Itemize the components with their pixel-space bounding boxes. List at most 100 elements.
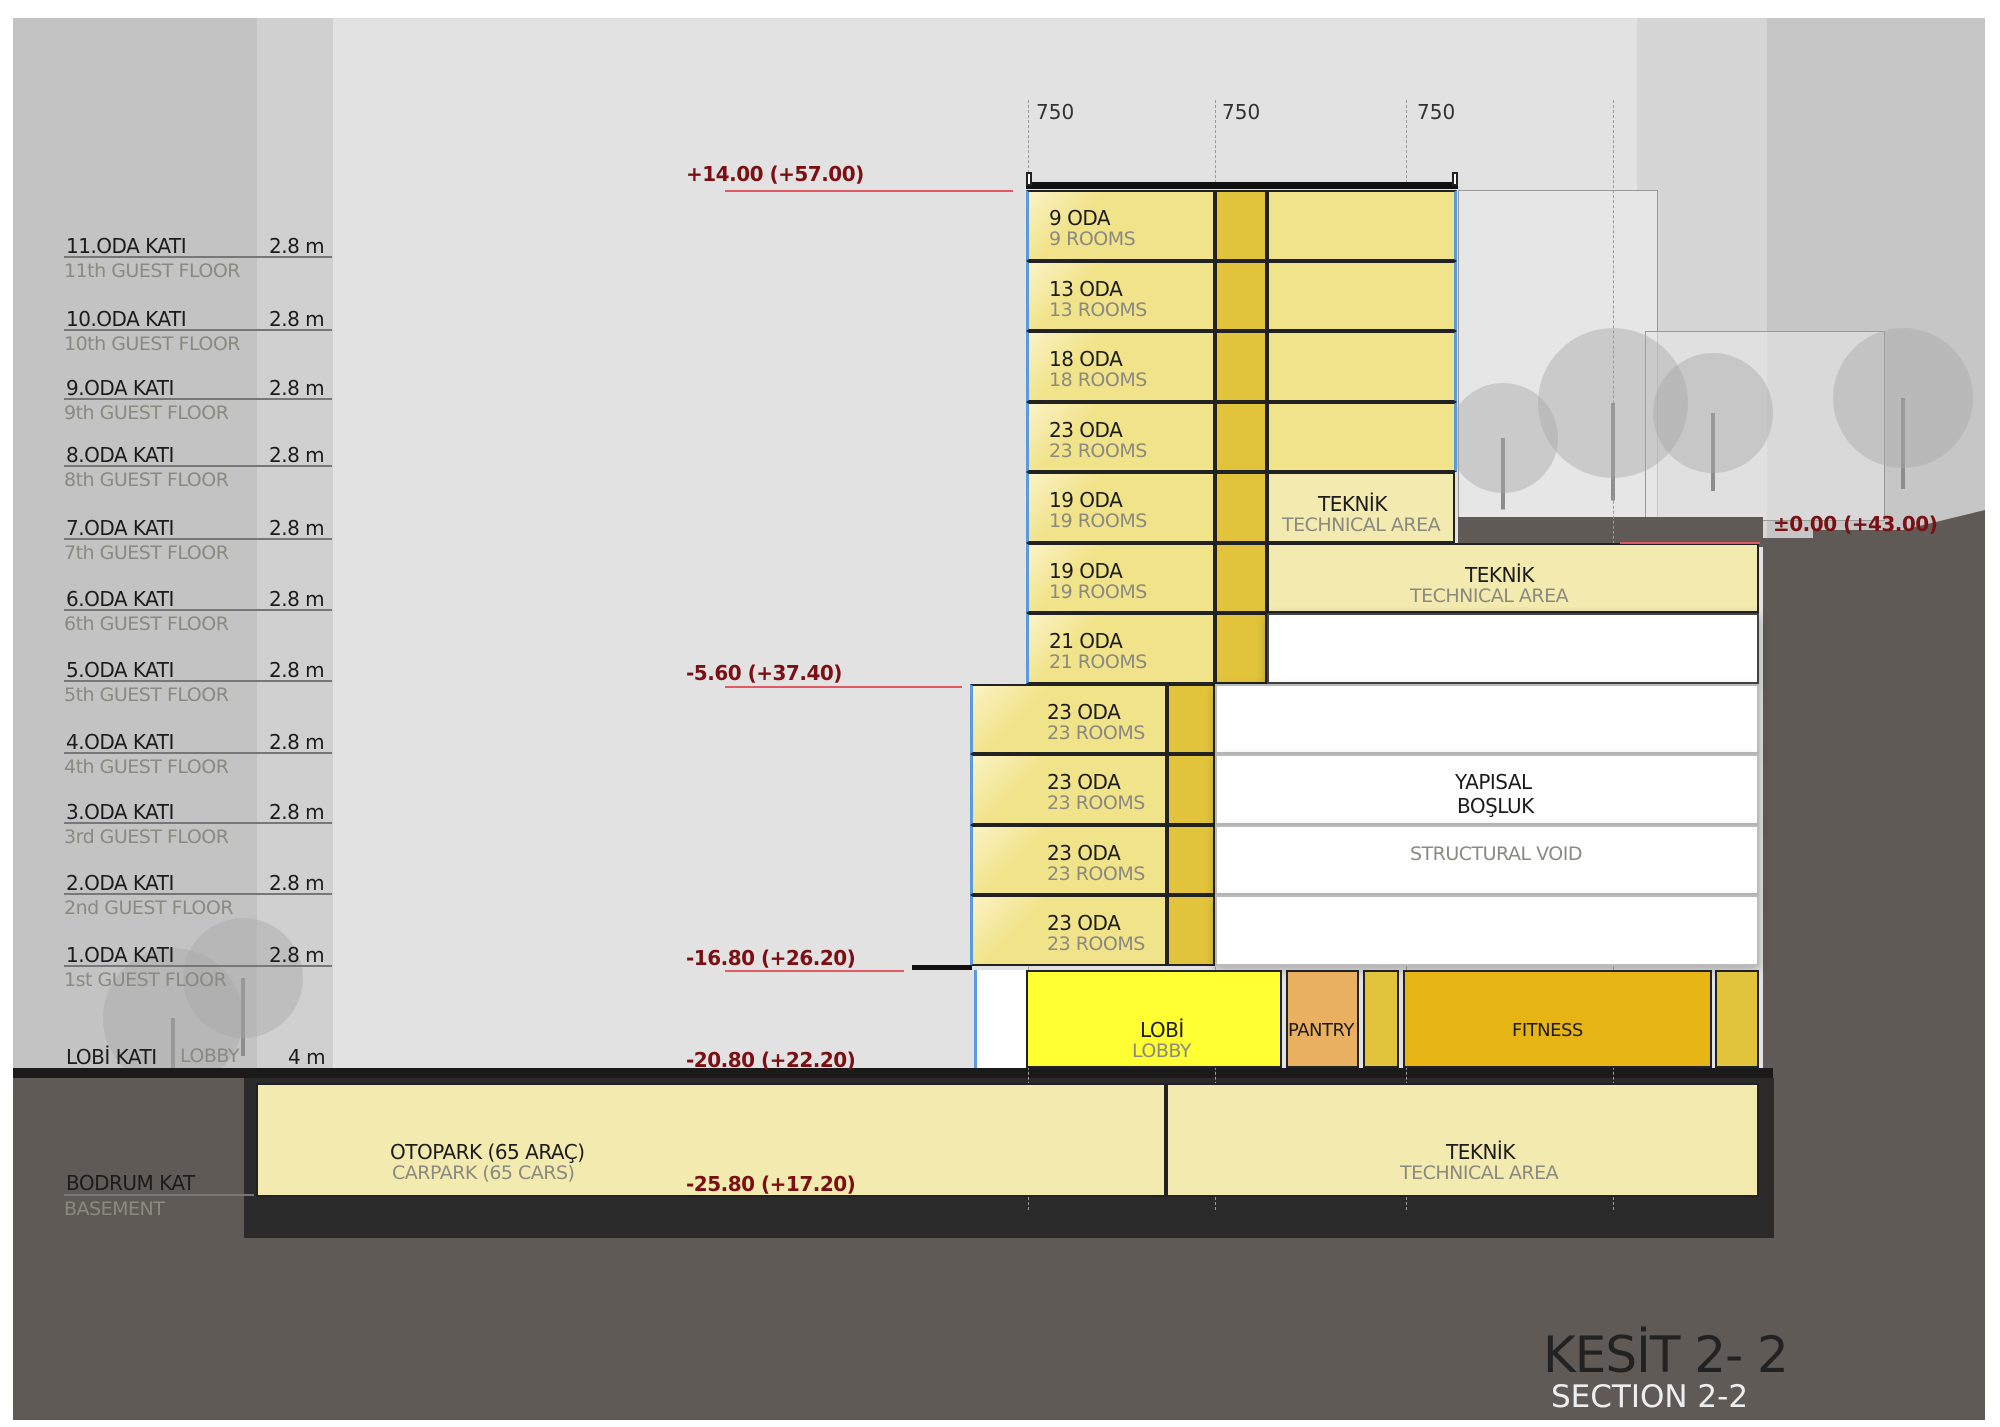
elevation-line	[725, 190, 1013, 192]
core	[1215, 260, 1267, 331]
room-count-tr: 21 ODA	[1049, 629, 1123, 653]
floor-height: 2.8 m	[269, 800, 325, 824]
core	[1167, 824, 1215, 895]
floor-label-line	[64, 752, 332, 754]
void-label-tr2: BOŞLUK	[1457, 794, 1534, 818]
room-block-rear	[1267, 331, 1457, 402]
room-count-tr: 19 ODA	[1049, 558, 1123, 583]
tree-canopy	[1653, 353, 1773, 473]
basement-level-tr: BODRUM KAT	[66, 1171, 195, 1195]
floor-label-line	[64, 465, 332, 467]
carpark-en: CARPARK (65 CARS)	[392, 1162, 575, 1184]
floor-label-en: 2nd GUEST FLOOR	[64, 897, 234, 919]
core	[1215, 331, 1267, 402]
basement-level-en: BASEMENT	[64, 1198, 165, 1220]
lobby-tr: LOBİ	[1140, 1018, 1184, 1042]
floor-label-tr: 2.ODA KATI	[66, 871, 174, 895]
lobby-level-height: 4 m	[288, 1045, 326, 1069]
floor-label-line	[64, 329, 332, 331]
void-label-tr1: YAPISAL	[1455, 770, 1532, 794]
floor-label-en: 5th GUEST FLOOR	[64, 684, 229, 706]
roof-slab	[1026, 182, 1458, 189]
room-count-tr: 13 ODA	[1049, 276, 1123, 301]
setback-terrace	[912, 965, 972, 970]
floor-label-en: 9th GUEST FLOOR	[64, 402, 229, 424]
room-count-tr: 23 ODA	[1047, 840, 1121, 865]
structural-void	[1215, 754, 1759, 825]
floor-height: 2.8 m	[269, 234, 325, 258]
room-count-en: 18 ROOMS	[1049, 369, 1147, 391]
structural-void	[1267, 613, 1759, 684]
room-count-en: 23 ROOMS	[1047, 721, 1145, 744]
room-block	[1026, 260, 1215, 331]
floor-label-en: 10th GUEST FLOOR	[64, 333, 241, 355]
room-count-en: 21 ROOMS	[1049, 651, 1147, 673]
carpark	[256, 1083, 1166, 1197]
floor-height: 2.8 m	[269, 376, 325, 400]
tree-canopy	[1448, 383, 1558, 493]
floor-label-line	[64, 398, 332, 400]
floor-label-en: 7th GUEST FLOOR	[64, 542, 229, 564]
elevation-marker: -20.80 (+22.20)	[686, 1048, 856, 1072]
tree-canopy	[1833, 328, 1973, 468]
core	[1167, 895, 1215, 966]
floor-label-tr: 6.ODA KATI	[66, 587, 174, 611]
room-block-rear	[1267, 401, 1457, 472]
fitness	[1403, 970, 1712, 1068]
floor-label-tr: 10.ODA KATI	[66, 307, 187, 331]
carpark-tr: OTOPARK (65 ARAÇ)	[390, 1140, 585, 1164]
floor-label-en: 6th GUEST FLOOR	[64, 613, 229, 635]
parapet	[1452, 172, 1458, 186]
room-count-en: 23 ROOMS	[1047, 933, 1145, 955]
floor-label-en: 3rd GUEST FLOOR	[64, 826, 229, 848]
room-block	[970, 824, 1167, 895]
floor-label-en: 8th GUEST FLOOR	[64, 469, 229, 491]
fitness-label: FITNESS	[1512, 1020, 1583, 1041]
room-block	[970, 683, 1167, 754]
technical-en: TECHNICAL AREA	[1410, 584, 1569, 607]
elevation-marker: -25.80 (+17.20)	[686, 1172, 856, 1196]
room-count-tr: 9 ODA	[1049, 206, 1111, 230]
basement-level-line	[64, 1194, 254, 1196]
floor-height: 2.8 m	[269, 307, 325, 331]
room-count-en: 19 ROOMS	[1049, 580, 1147, 603]
lobby-slab	[13, 1068, 1773, 1078]
floor-label-line	[64, 538, 332, 540]
lobby-level-en: LOBBY	[180, 1045, 240, 1067]
structural-void	[1215, 824, 1759, 895]
elevation-marker: -16.80 (+26.20)	[686, 946, 856, 970]
floor-label-en: 1st GUEST FLOOR	[64, 969, 227, 991]
technical-area	[1267, 472, 1455, 543]
floor-label-tr: 3.ODA KATI	[66, 800, 174, 824]
floor-label-line	[64, 965, 332, 967]
room-count-en: 9 ROOMS	[1049, 228, 1136, 250]
floor-height: 2.8 m	[269, 730, 325, 754]
core	[1363, 970, 1399, 1068]
room-count-en: 23 ROOMS	[1049, 439, 1147, 462]
room-count-en: 19 ROOMS	[1049, 510, 1147, 532]
room-count-tr: 23 ODA	[1049, 417, 1123, 442]
floor-height: 2.8 m	[269, 943, 325, 967]
floor-label-en: 4th GUEST FLOOR	[64, 756, 229, 778]
grid-dimension: 750	[1222, 100, 1261, 124]
elevation-marker: +14.00 (+57.00)	[686, 162, 864, 186]
service-strip	[1715, 970, 1759, 1068]
ground-right	[1763, 510, 1985, 1078]
floor-label-tr: 4.ODA KATI	[66, 730, 174, 754]
grid-dimension: 750	[1036, 100, 1075, 124]
floor-height: 2.8 m	[269, 443, 325, 467]
elevation-marker: -5.60 (+37.40)	[686, 661, 842, 685]
technical-area	[1267, 542, 1759, 613]
basement-technical-en: TECHNICAL AREA	[1400, 1162, 1559, 1184]
pantry	[1286, 970, 1359, 1068]
parapet	[1026, 172, 1032, 186]
basement-technical-tr: TEKNİK	[1446, 1140, 1515, 1164]
tree-canopy	[183, 918, 303, 1038]
core	[1167, 683, 1215, 754]
core	[1167, 754, 1215, 825]
tree-canopy	[103, 948, 243, 1088]
core	[1215, 542, 1267, 613]
floor-label-line	[64, 256, 332, 258]
room-block-rear	[1267, 190, 1457, 261]
void-label-en: STRUCTURAL VOID	[1410, 843, 1582, 865]
